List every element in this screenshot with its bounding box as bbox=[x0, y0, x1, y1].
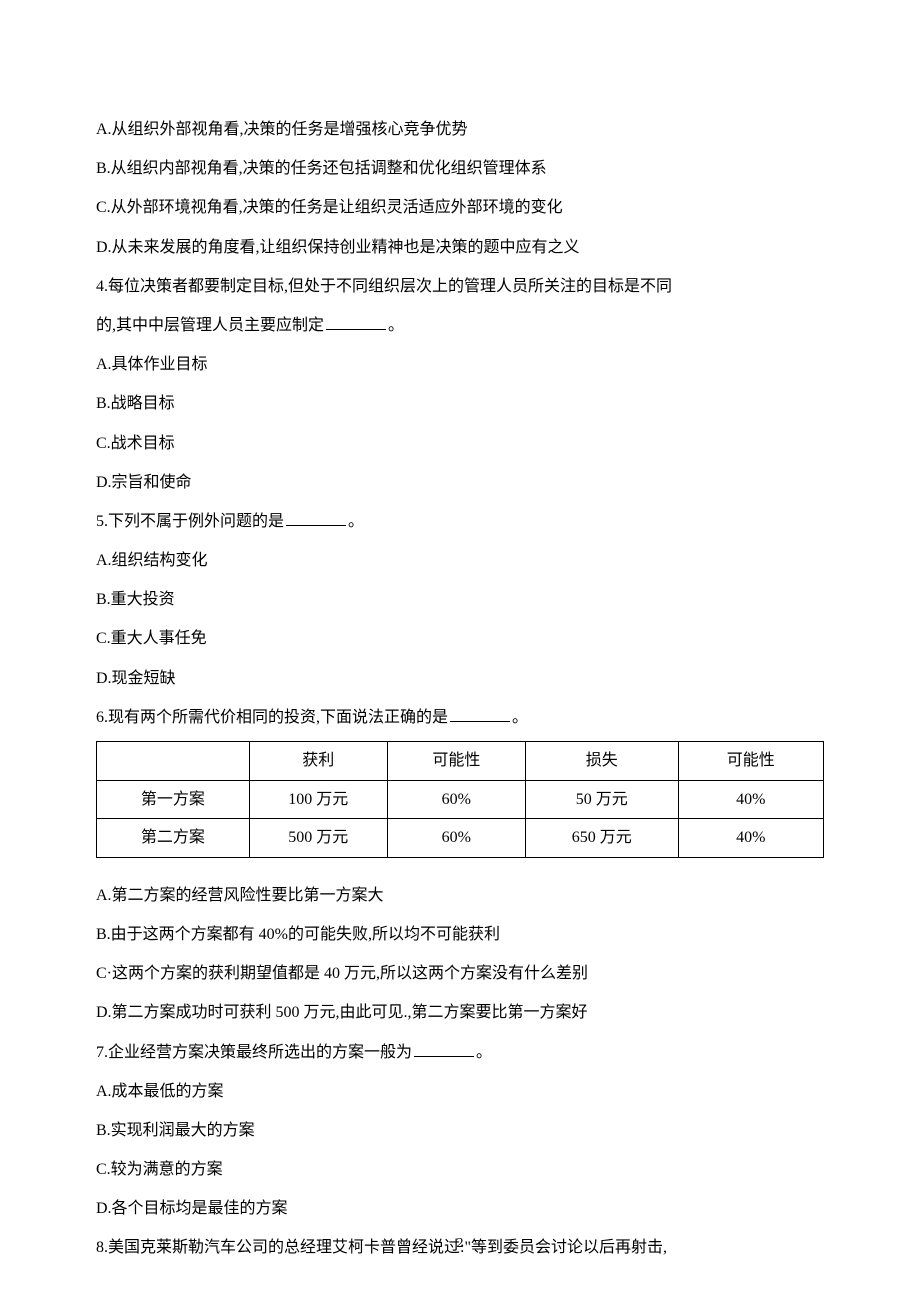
q3-option-b: B.从组织内部视角看,决策的任务还包括调整和优化组织管理体系 bbox=[96, 149, 824, 188]
q5-stem-a: 5.下列不属于例外问题的是 bbox=[96, 513, 284, 530]
q7-option-a: A.成本最低的方案 bbox=[96, 1072, 824, 1111]
table-row: 第二方案 500 万元 60% 650 万元 40% bbox=[97, 819, 824, 858]
q4-stem-2a: 的,其中中层管理人员主要应制定 bbox=[96, 317, 324, 334]
q5-option-d: D.现金短缺 bbox=[96, 659, 824, 698]
table-cell: 50 万元 bbox=[525, 780, 678, 819]
table-header-cell: 可能性 bbox=[387, 742, 525, 781]
investment-table: 获利 可能性 损失 可能性 第一方案 100 万元 60% 50 万元 40% … bbox=[96, 741, 824, 858]
blank-fill bbox=[450, 706, 510, 722]
q5-option-c: C.重大人事任免 bbox=[96, 619, 824, 658]
table-header-cell: 可能性 bbox=[678, 742, 823, 781]
q7-stem-a: 7.企业经营方案决策最终所选出的方案一般为 bbox=[96, 1044, 412, 1061]
q7-option-b: B.实现利润最大的方案 bbox=[96, 1111, 824, 1150]
q7-option-d: D.各个目标均是最佳的方案 bbox=[96, 1189, 824, 1228]
q4-option-d: D.宗旨和使命 bbox=[96, 463, 824, 502]
q5-option-b: B.重大投资 bbox=[96, 580, 824, 619]
table-cell: 60% bbox=[387, 780, 525, 819]
q3-option-a: A.从组织外部视角看,决策的任务是增强核心竞争优势 bbox=[96, 110, 824, 149]
q6-option-d: D.第二方案成功时可获利 500 万元,由此可见.,第二方案要比第一方案好 bbox=[96, 993, 824, 1032]
q4-option-a: A.具体作业目标 bbox=[96, 345, 824, 384]
q3-option-d: D.从未来发展的角度看,让组织保持创业精神也是决策的题中应有之义 bbox=[96, 228, 824, 267]
table-cell: 500 万元 bbox=[249, 819, 387, 858]
table-cell: 40% bbox=[678, 819, 823, 858]
blank-fill bbox=[286, 510, 346, 526]
table-cell: 650 万元 bbox=[525, 819, 678, 858]
table-cell: 100 万元 bbox=[249, 780, 387, 819]
table-cell: 40% bbox=[678, 780, 823, 819]
document-body: A.从组织外部视角看,决策的任务是增强核心竞争优势 B.从组织内部视角看,决策的… bbox=[96, 110, 824, 1268]
q4-stem-line1: 4.每位决策者都要制定目标,但处于不同组织层次上的管理人员所关注的目标是不同 bbox=[96, 267, 824, 306]
table-header-cell bbox=[97, 742, 250, 781]
q6-stem-a: 6.现有两个所需代价相同的投资,下面说法正确的是 bbox=[96, 709, 448, 726]
blank-fill bbox=[326, 314, 386, 330]
table-cell: 第二方案 bbox=[97, 819, 250, 858]
q6-option-a: A.第二方案的经营风险性要比第一方案大 bbox=[96, 876, 824, 915]
table-cell: 60% bbox=[387, 819, 525, 858]
table-header-cell: 损失 bbox=[525, 742, 678, 781]
q4-stem-2b: 。 bbox=[388, 317, 404, 334]
q4-stem-line2: 的,其中中层管理人员主要应制定 。 bbox=[96, 306, 824, 345]
q3-option-c: C.从外部环境视角看,决策的任务是让组织灵活适应外部环境的变化 bbox=[96, 188, 824, 227]
q5-stem-b: 。 bbox=[348, 513, 364, 530]
table-header-cell: 获利 bbox=[249, 742, 387, 781]
q7-stem-b: 。 bbox=[476, 1044, 492, 1061]
q4-option-b: B.战略目标 bbox=[96, 384, 824, 423]
q6-option-c: C·这两个方案的获利期望值都是 40 万元,所以这两个方案没有什么差别 bbox=[96, 954, 824, 993]
q4-option-c: C.战术目标 bbox=[96, 424, 824, 463]
page-number: 2 bbox=[457, 1236, 464, 1252]
q5-option-a: A.组织结构变化 bbox=[96, 541, 824, 580]
table-row: 第一方案 100 万元 60% 50 万元 40% bbox=[97, 780, 824, 819]
q6-option-b: B.由于这两个方案都有 40%的可能失败,所以均不可能获利 bbox=[96, 915, 824, 954]
q5-stem: 5.下列不属于例外问题的是 。 bbox=[96, 502, 824, 541]
q7-option-c: C.较为满意的方案 bbox=[96, 1150, 824, 1189]
table-cell: 第一方案 bbox=[97, 780, 250, 819]
table-header-row: 获利 可能性 损失 可能性 bbox=[97, 742, 824, 781]
q7-stem: 7.企业经营方案决策最终所选出的方案一般为 。 bbox=[96, 1033, 824, 1072]
blank-fill bbox=[414, 1041, 474, 1057]
q6-stem-b: 。 bbox=[512, 709, 528, 726]
q6-stem: 6.现有两个所需代价相同的投资,下面说法正确的是 。 bbox=[96, 698, 824, 737]
